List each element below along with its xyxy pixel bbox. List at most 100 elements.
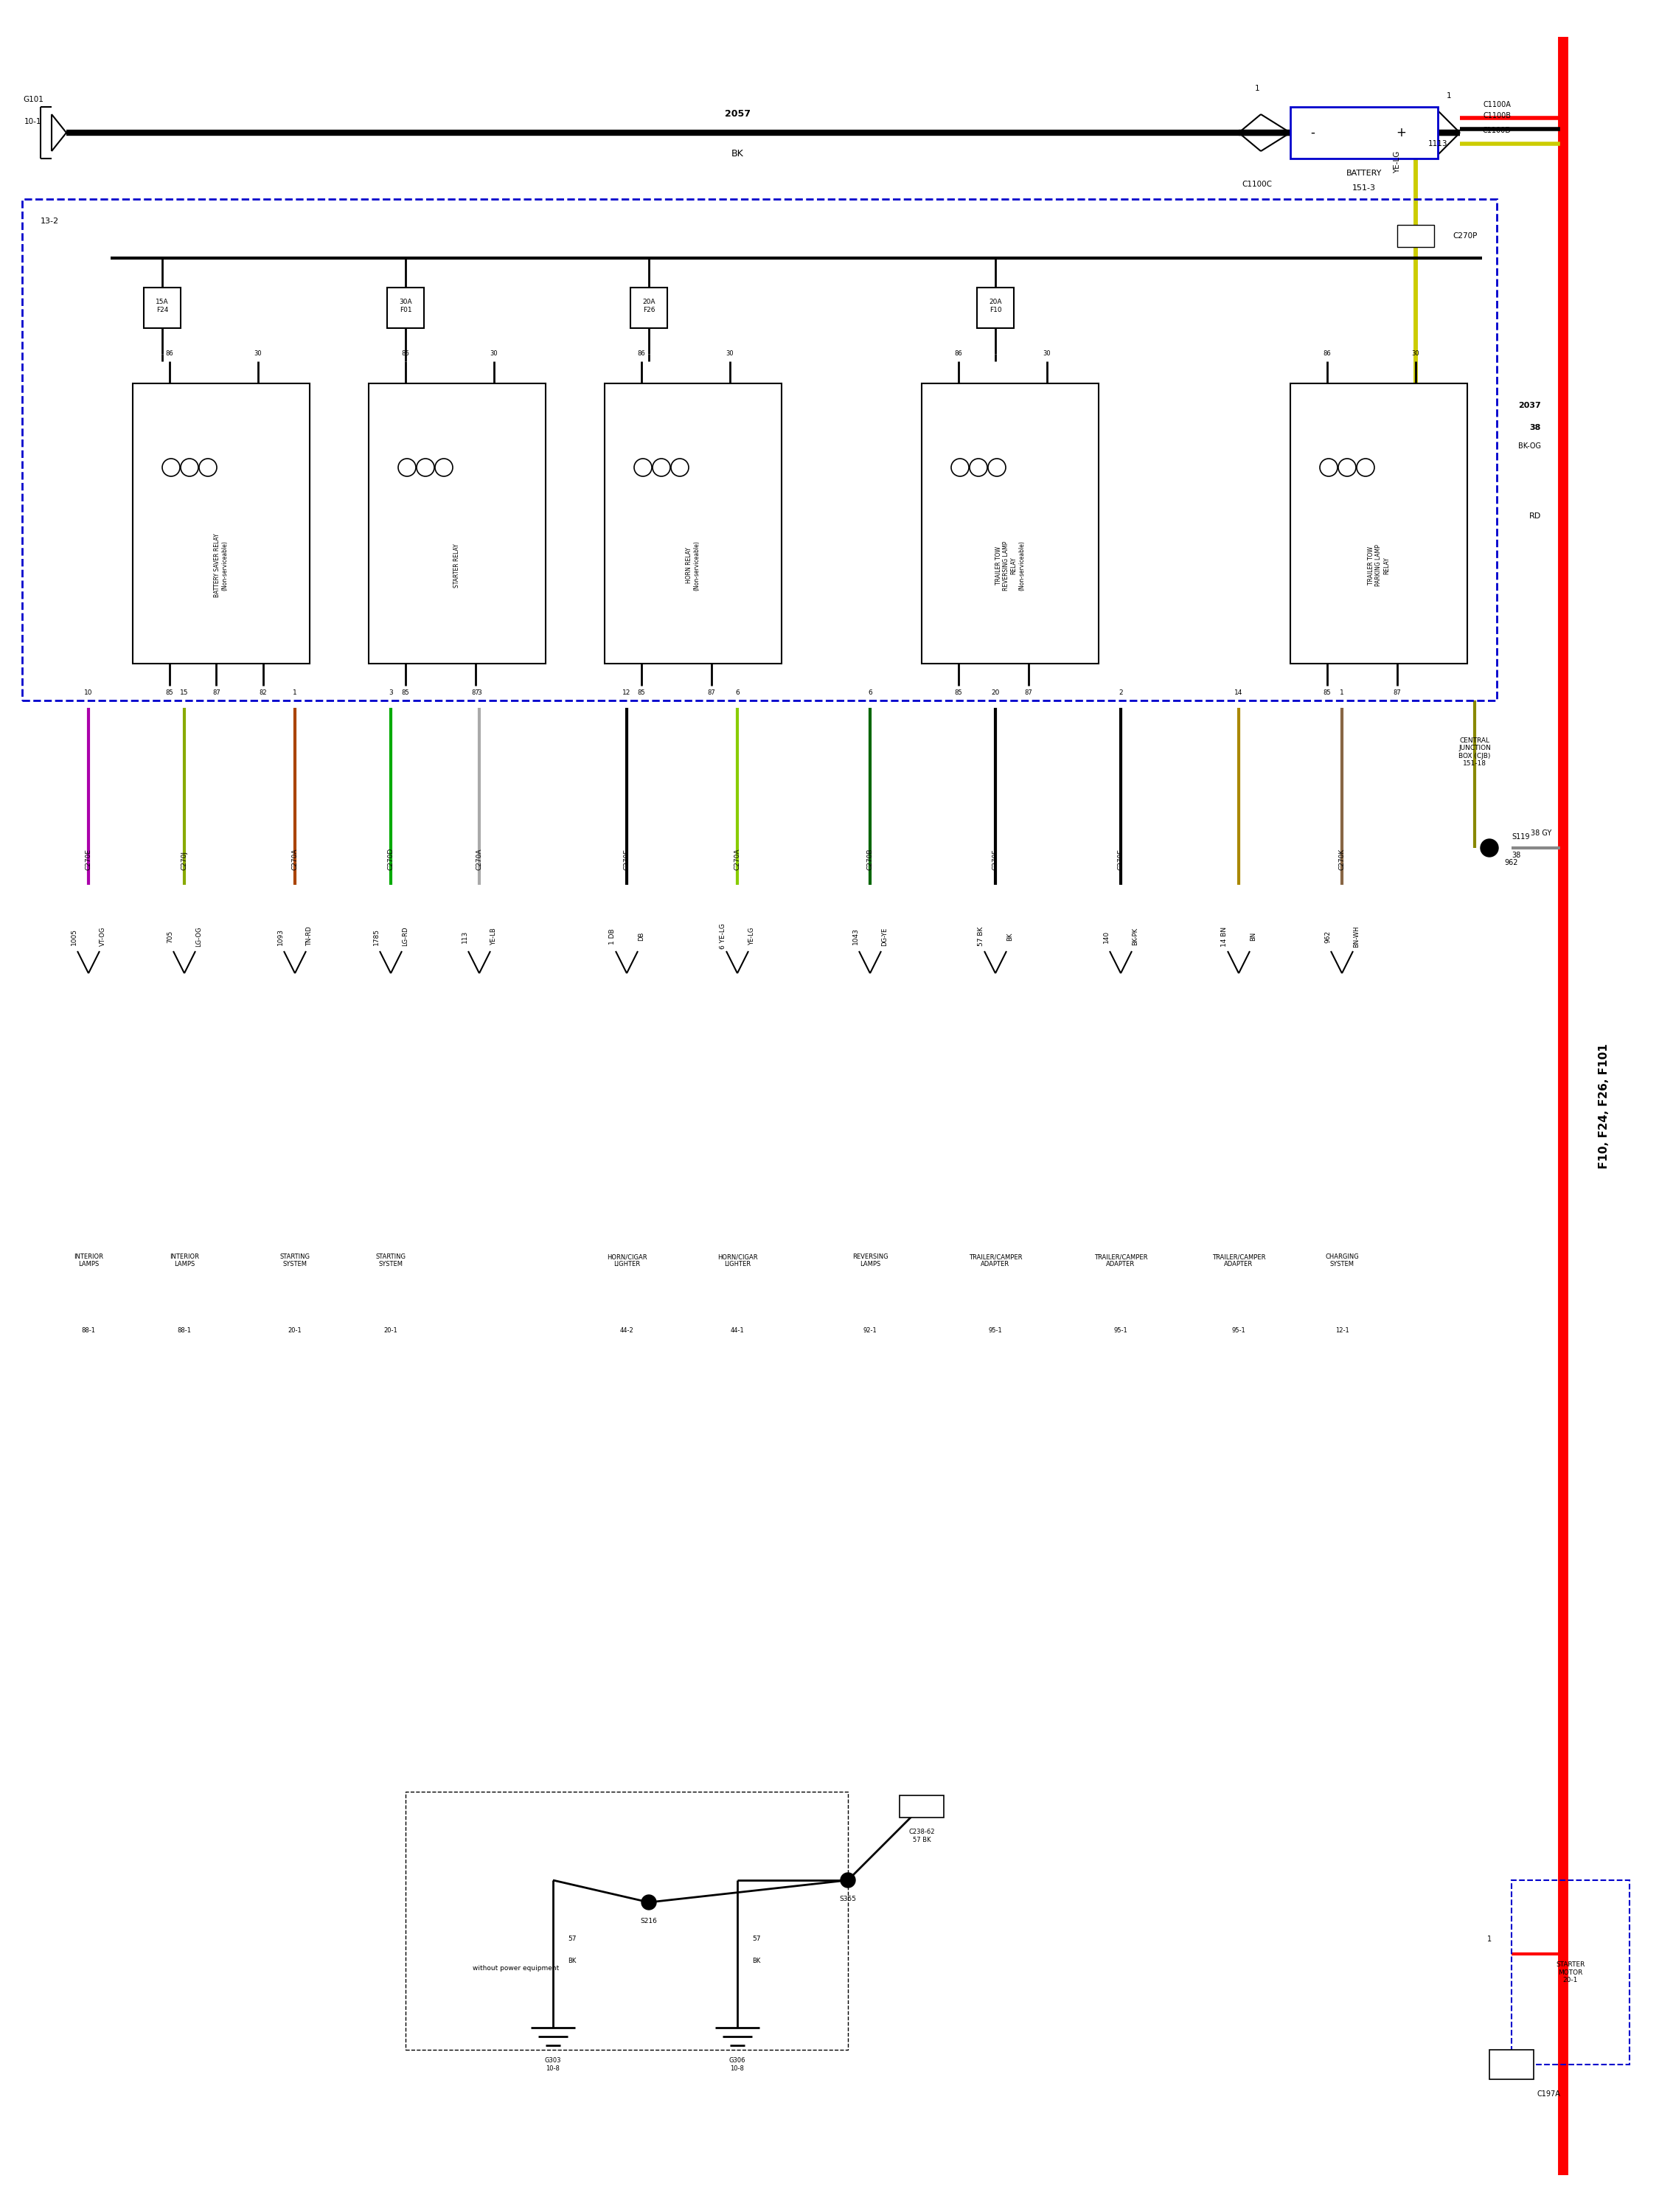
Text: 6: 6 xyxy=(735,690,740,697)
Text: 6 YE-LG: 6 YE-LG xyxy=(720,925,727,949)
Text: 88-1: 88-1 xyxy=(81,1327,96,1334)
Text: C270E: C270E xyxy=(1118,849,1125,869)
Text: 30: 30 xyxy=(1412,349,1420,356)
Bar xyxy=(1397,226,1433,248)
Text: CHARGING
SYSTEM: CHARGING SYSTEM xyxy=(1326,1254,1359,1267)
Text: 85: 85 xyxy=(954,690,962,697)
Bar xyxy=(368,383,546,664)
Text: 86: 86 xyxy=(1324,349,1331,356)
Text: 88-1: 88-1 xyxy=(178,1327,191,1334)
Text: TRAILER/CAMPER
ADAPTER: TRAILER/CAMPER ADAPTER xyxy=(969,1254,1022,1267)
Text: BN: BN xyxy=(1249,931,1256,940)
Text: HORN/CIGAR
LIGHTER: HORN/CIGAR LIGHTER xyxy=(607,1254,647,1267)
Text: 95-1: 95-1 xyxy=(1113,1327,1128,1334)
Text: 13-2: 13-2 xyxy=(40,217,60,226)
Text: 1785: 1785 xyxy=(373,929,380,945)
Text: BK: BK xyxy=(752,1958,760,1964)
Text: INTERIOR
LAMPS: INTERIOR LAMPS xyxy=(73,1254,103,1267)
Text: 57 BK: 57 BK xyxy=(977,927,984,947)
Text: S119: S119 xyxy=(1511,834,1530,841)
Bar xyxy=(22,199,1496,701)
Text: DG-YE: DG-YE xyxy=(881,927,888,947)
Text: 1: 1 xyxy=(294,690,297,697)
Bar xyxy=(922,383,1098,664)
Text: LG-OG: LG-OG xyxy=(196,927,202,947)
Text: DB: DB xyxy=(637,931,644,940)
Text: 2: 2 xyxy=(1118,690,1123,697)
Text: 1113: 1113 xyxy=(1428,139,1448,148)
Text: YE-LG: YE-LG xyxy=(748,927,755,945)
Text: 10-1: 10-1 xyxy=(25,117,41,126)
Text: 87: 87 xyxy=(707,690,715,697)
Bar xyxy=(405,1792,848,2051)
Text: 20: 20 xyxy=(990,690,1000,697)
Text: 3: 3 xyxy=(388,690,393,697)
Text: TN-RD: TN-RD xyxy=(305,927,312,947)
Text: BK: BK xyxy=(1007,931,1014,940)
Text: BN-WH: BN-WH xyxy=(1354,925,1360,947)
Text: C270A: C270A xyxy=(476,849,483,869)
Bar xyxy=(977,288,1014,327)
Text: 1: 1 xyxy=(1340,690,1344,697)
Text: STARTING
SYSTEM: STARTING SYSTEM xyxy=(375,1254,406,1267)
Text: REVERSING
LAMPS: REVERSING LAMPS xyxy=(853,1254,888,1267)
Text: 38: 38 xyxy=(1530,425,1541,431)
Text: C270K: C270K xyxy=(1339,849,1345,869)
Text: C270A: C270A xyxy=(733,849,740,869)
Text: 86: 86 xyxy=(166,349,174,356)
Text: C238-62
57 BK: C238-62 57 BK xyxy=(909,1829,934,1843)
Text: 87: 87 xyxy=(212,690,221,697)
Text: LG-RD: LG-RD xyxy=(401,927,408,947)
Text: STARTER
MOTOR
20-1: STARTER MOTOR 20-1 xyxy=(1556,1962,1584,1984)
Text: HORN RELAY
(Non-serviceable): HORN RELAY (Non-serviceable) xyxy=(685,540,700,591)
Text: BK-OG: BK-OG xyxy=(1518,442,1541,449)
Text: G303
10-8: G303 10-8 xyxy=(544,2057,561,2073)
Text: C270P: C270P xyxy=(1453,232,1477,239)
Bar xyxy=(1291,106,1438,159)
Text: 14: 14 xyxy=(1234,690,1243,697)
Text: S216: S216 xyxy=(640,1918,657,1924)
Text: C197A: C197A xyxy=(1536,2090,1559,2097)
Bar xyxy=(1511,1880,1629,2064)
Text: 12: 12 xyxy=(622,690,630,697)
Text: 2057: 2057 xyxy=(725,108,750,119)
Text: 3: 3 xyxy=(478,690,481,697)
Text: 86: 86 xyxy=(954,349,962,356)
Bar xyxy=(630,288,667,327)
Text: 82: 82 xyxy=(259,690,267,697)
Text: TRAILER TOW
PARKING LAMP
RELAY: TRAILER TOW PARKING LAMP RELAY xyxy=(1367,544,1390,586)
Text: 92-1: 92-1 xyxy=(863,1327,878,1334)
Text: TRAILER TOW
REVERSING LAMP
RELAY
(Non-serviceable): TRAILER TOW REVERSING LAMP RELAY (Non-se… xyxy=(995,540,1025,591)
Text: TRAILER/CAMPER
ADAPTER: TRAILER/CAMPER ADAPTER xyxy=(1093,1254,1148,1267)
Text: 20-1: 20-1 xyxy=(383,1327,398,1334)
Text: 86: 86 xyxy=(401,349,410,356)
Text: VT-OG: VT-OG xyxy=(100,927,106,947)
Text: C270A: C270A xyxy=(292,849,299,869)
Text: 95-1: 95-1 xyxy=(989,1327,1002,1334)
Text: F10, F24, F26, F101: F10, F24, F26, F101 xyxy=(1598,1044,1609,1168)
Text: 30: 30 xyxy=(1044,349,1050,356)
Text: 1: 1 xyxy=(1486,1935,1491,1942)
Text: C1100A: C1100A xyxy=(1483,102,1511,108)
Text: BK-PK: BK-PK xyxy=(1131,927,1138,945)
Text: 1: 1 xyxy=(1447,93,1452,100)
Text: C1100B: C1100B xyxy=(1483,113,1511,119)
Circle shape xyxy=(642,1896,657,1909)
Text: -: - xyxy=(1311,126,1314,139)
Text: 44-2: 44-2 xyxy=(620,1327,634,1334)
Text: 962: 962 xyxy=(1324,929,1331,942)
Text: 87: 87 xyxy=(471,690,479,697)
Bar xyxy=(1291,383,1467,664)
Text: 1043: 1043 xyxy=(853,929,859,945)
Text: 705: 705 xyxy=(166,929,173,942)
Text: 87: 87 xyxy=(1025,690,1032,697)
Bar xyxy=(604,383,781,664)
Text: 57: 57 xyxy=(752,1935,760,1942)
Text: 85: 85 xyxy=(637,690,645,697)
Text: C270E: C270E xyxy=(85,849,91,869)
Text: C270D: C270D xyxy=(388,847,395,869)
Bar xyxy=(144,288,181,327)
Text: HORN/CIGAR
LIGHTER: HORN/CIGAR LIGHTER xyxy=(717,1254,758,1267)
Text: 38 GY: 38 GY xyxy=(1531,830,1551,836)
Text: 44-1: 44-1 xyxy=(730,1327,745,1334)
